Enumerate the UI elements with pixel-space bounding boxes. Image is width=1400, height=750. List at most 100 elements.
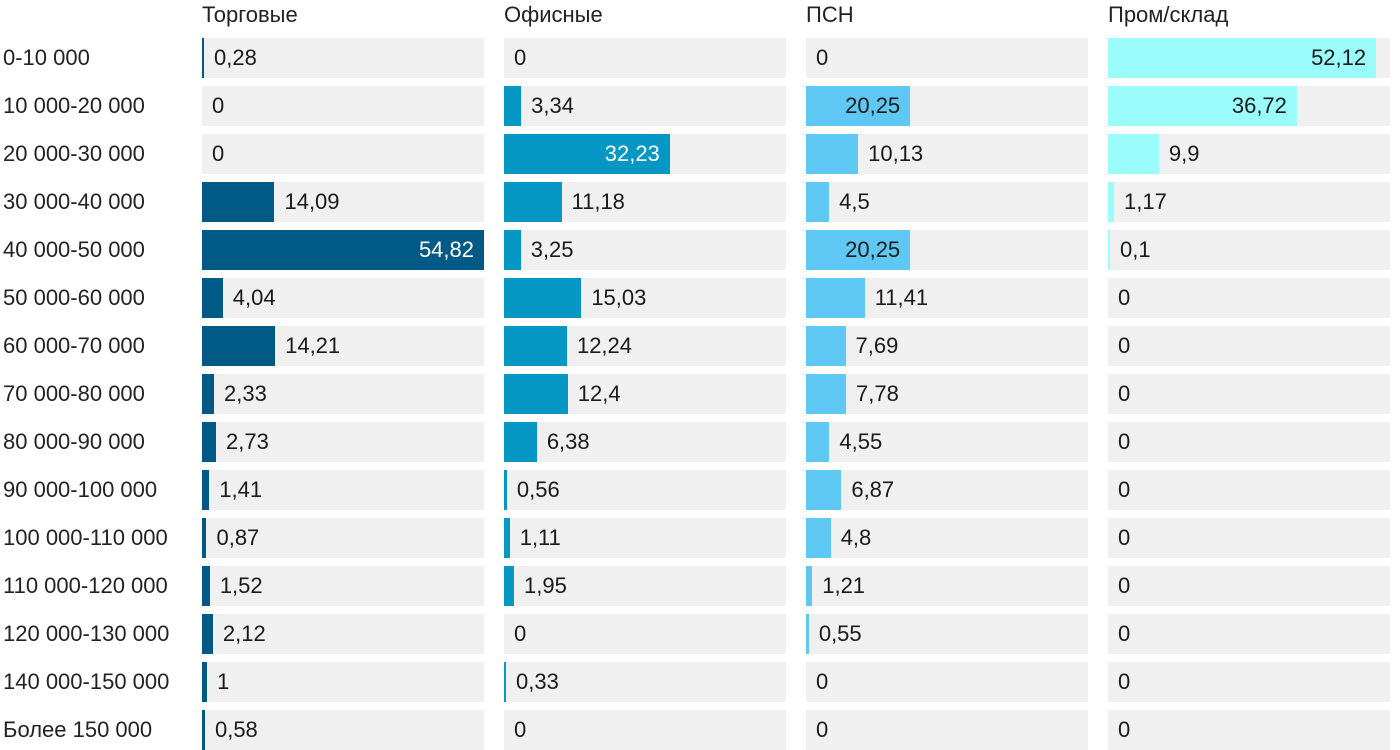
bar-cell: 15,03 — [504, 278, 786, 318]
value-label: 0,33 — [516, 669, 559, 694]
value-label: 4,04 — [232, 285, 276, 310]
bar-офисные-10 — [504, 470, 507, 510]
value-label: 36,72 — [1231, 93, 1287, 118]
bar-торговые-11 — [202, 518, 207, 558]
column-header-4: Пром/склад — [1108, 2, 1229, 27]
bar-cell: 1,41 — [202, 470, 484, 510]
value-label: 1,95 — [524, 573, 567, 598]
value-label: 0,87 — [216, 525, 260, 550]
bar-псн-13 — [806, 614, 809, 654]
bar-cell: 1,52 — [202, 566, 484, 606]
value-label: 0,28 — [214, 45, 257, 70]
bar-cell: 0 — [1108, 278, 1390, 318]
bar-cell: 1,95 — [504, 566, 786, 606]
bar-cell: 1 — [202, 662, 484, 702]
bar-торговые-1 — [202, 38, 204, 78]
value-label: 4,8 — [840, 525, 872, 550]
category-label: 10 000-20 000 — [3, 93, 145, 118]
value-label: 0 — [1118, 477, 1131, 502]
bar-пром-склад-1 — [1108, 38, 1377, 78]
value-label: 0 — [816, 717, 829, 742]
bar-cell: 6,38 — [504, 422, 786, 462]
value-label: 0 — [1118, 717, 1131, 742]
bar-псн-10 — [806, 470, 842, 510]
bar-cell: 0 — [1108, 710, 1390, 750]
bar-офисные-9 — [504, 422, 537, 462]
bar-cell: 0 — [1108, 566, 1390, 606]
value-label: 0 — [1118, 525, 1131, 550]
category-label: 90 000-100 000 — [3, 477, 158, 502]
bar-cell: 0 — [1108, 470, 1390, 510]
value-label: 11,41 — [874, 285, 929, 310]
bar-cell: 3,25 — [504, 230, 786, 270]
bar-cell: 0 — [1108, 326, 1390, 366]
category-label: 0-10 000 — [3, 45, 90, 70]
bar-торговые-15 — [202, 710, 205, 750]
category-label: Более 150 000 — [3, 717, 153, 742]
bar-cell: 3,34 — [504, 86, 786, 126]
bar-cell: 2,12 — [202, 614, 484, 654]
bar-cell: 10,13 — [806, 134, 1088, 174]
value-label: 0 — [816, 669, 829, 694]
bar-торговые-10 — [202, 470, 210, 510]
bar-офисные-4 — [504, 182, 562, 222]
bar-cell: 7,78 — [806, 374, 1088, 414]
bar-пром-склад-5 — [1108, 230, 1110, 270]
bar-пром-склад-2 — [1108, 86, 1297, 126]
bar-cell: 0 — [1108, 614, 1390, 654]
bar-cell: 0,56 — [504, 470, 786, 510]
value-label: 7,69 — [855, 333, 899, 358]
category-label: 40 000-50 000 — [3, 237, 145, 262]
bar-cell: 0 — [806, 662, 1088, 702]
bar-cell: 54,82 — [202, 230, 484, 270]
bar-псн-9 — [806, 422, 830, 462]
category-label: 110 000-120 000 — [3, 573, 168, 598]
bar-торговые-14 — [202, 662, 208, 702]
bar-торговые-13 — [202, 614, 213, 654]
bar-офисные-2 — [504, 86, 522, 126]
bar-пром-склад-4 — [1108, 182, 1115, 222]
bar-псн-4 — [806, 182, 830, 222]
value-label: 2,73 — [226, 429, 269, 454]
bar-cell: 0 — [202, 86, 484, 126]
category-label: 120 000-130 000 — [3, 621, 170, 646]
bar-псн-11 — [806, 518, 831, 558]
category-label: 100 000-110 000 — [3, 525, 168, 550]
value-label: 1 — [217, 669, 230, 694]
column-header-2: Офисные — [504, 2, 603, 27]
bar-cell: 0,1 — [1108, 230, 1390, 270]
value-label: 0 — [1118, 429, 1131, 454]
bar-cell: 0,28 — [202, 38, 484, 78]
bar-cell: 4,5 — [806, 182, 1088, 222]
value-label: 0,55 — [818, 621, 862, 646]
bar-офисные-6 — [504, 278, 582, 318]
bar-cell: 2,73 — [202, 422, 484, 462]
value-label: 1,21 — [822, 573, 866, 598]
bar-cell: 1,17 — [1108, 182, 1390, 222]
bar-офисные-14 — [504, 662, 506, 702]
bar-cell: 14,21 — [202, 326, 484, 366]
value-label: 4,5 — [839, 189, 870, 214]
bar-офисные-3 — [504, 134, 670, 174]
bar-cell: 20,25 — [806, 86, 1088, 126]
bar-cell: 0 — [504, 38, 786, 78]
bar-офисные-7 — [504, 326, 567, 366]
value-label: 0,1 — [1120, 237, 1151, 262]
bar-торговые-8 — [202, 374, 214, 414]
bar-cell: 36,72 — [1108, 86, 1390, 126]
value-label: 12,4 — [577, 381, 621, 406]
bar-псн-7 — [806, 326, 846, 366]
category-label: 80 000-90 000 — [3, 429, 145, 454]
column-header-1: Торговые — [202, 2, 298, 27]
value-label: 0,56 — [516, 477, 560, 502]
value-label: 9,9 — [1168, 141, 1200, 166]
value-label: 14,09 — [284, 189, 340, 214]
value-label: 32,23 — [604, 141, 660, 166]
category-label: 140 000-150 000 — [3, 669, 170, 694]
bar-псн-2 — [806, 86, 911, 126]
bar-cell: 0 — [806, 710, 1088, 750]
bar-cell: 0 — [202, 134, 484, 174]
value-label: 0 — [212, 141, 225, 166]
bar-псн-3 — [806, 134, 859, 174]
value-label: 0 — [514, 45, 527, 70]
